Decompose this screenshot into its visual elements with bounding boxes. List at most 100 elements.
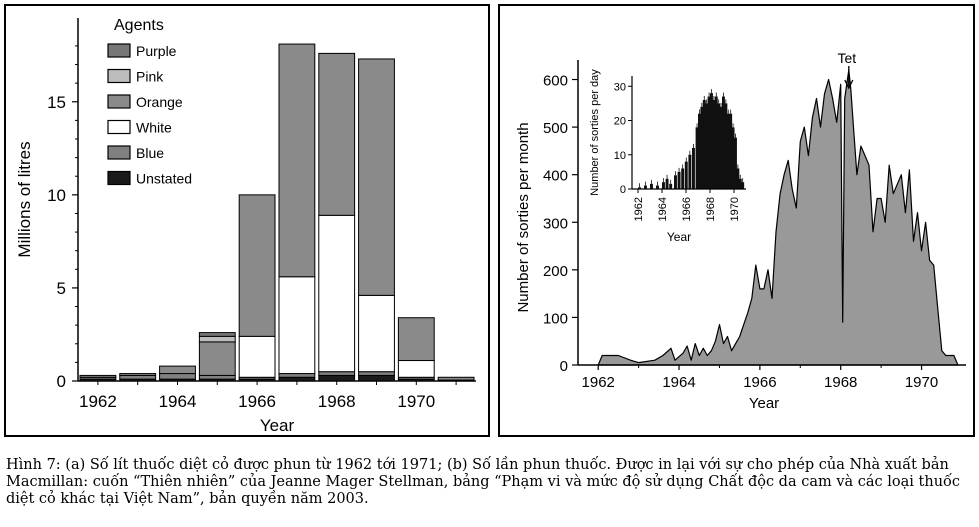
inset-x-tick-label: 1966 xyxy=(681,197,693,221)
bar-stack-1971 xyxy=(437,376,475,382)
inset-bar xyxy=(724,103,728,189)
inset-bar xyxy=(741,182,745,189)
bar-segment-blue xyxy=(159,373,196,380)
bar-segment-white xyxy=(358,294,395,373)
inset-bar xyxy=(674,175,677,189)
inset-bar xyxy=(644,185,647,189)
panel-b-sorties: 0 100 200 300 400 500 600 1962 1964 1966 1968 1970 Y… xyxy=(498,4,975,437)
inset-bar xyxy=(714,96,718,189)
y-tick-label: 200 xyxy=(543,263,568,280)
bar-segment-purple xyxy=(198,332,236,337)
inset-x-tick-label: 1964 xyxy=(657,197,669,221)
x-tick-label: 1966 xyxy=(743,374,776,391)
bar-stack-1962 xyxy=(79,374,117,382)
x-tick-label: 1970 xyxy=(905,374,938,391)
y-tick-label: 5 xyxy=(57,279,66,298)
bar-segment-unstated xyxy=(278,376,316,382)
x-tick-label: 1964 xyxy=(662,374,695,391)
inset-bar xyxy=(650,183,653,189)
bar-stack-1970 xyxy=(397,317,435,382)
stacked-bar-chart: 0 5 10 15 1962 1964 1966 1968 1970 Year Millions o… xyxy=(15,17,476,435)
tet-arrow-head xyxy=(844,79,854,90)
bar-stack-1966 xyxy=(238,194,276,382)
legend-label-blue: Blue xyxy=(136,145,164,161)
inset-bar xyxy=(722,96,725,189)
bar-segment-blue xyxy=(358,371,395,376)
inset-bar xyxy=(698,113,701,189)
sorties-area xyxy=(597,69,959,366)
inset-bar xyxy=(669,183,673,189)
bar-segment-orange xyxy=(397,317,435,362)
y-tick-label: 300 xyxy=(543,215,568,232)
inset-x-tick-label: 1968 xyxy=(705,197,717,221)
bar-segment-orange xyxy=(198,341,236,376)
x-tick-label: 1968 xyxy=(318,392,356,411)
x-tick-label: 1970 xyxy=(397,392,435,411)
bar-stack-1969 xyxy=(358,58,395,382)
inset-bar xyxy=(638,187,641,189)
bar-segment-orange xyxy=(358,58,395,296)
x-axis-label: Year xyxy=(749,395,779,412)
y-tick-label: 0 xyxy=(57,372,66,391)
inset-bar xyxy=(734,137,737,189)
bar-segment-orange xyxy=(238,194,276,337)
inset-bar xyxy=(662,182,665,189)
bar-segment-white xyxy=(318,214,356,373)
bar-segment-pink xyxy=(198,335,236,343)
inset-x-tick-label: 1970 xyxy=(729,197,741,221)
inset-bar xyxy=(692,147,695,189)
x-tick-label: 1962 xyxy=(582,374,615,391)
x-tick-label: 1962 xyxy=(79,392,117,411)
y-tick-label: 10 xyxy=(47,186,66,205)
inset-bar xyxy=(710,93,713,189)
inset-x-tick-label: 1962 xyxy=(633,197,645,221)
legend-swatch-purple xyxy=(107,43,131,58)
bar-segment-orange xyxy=(119,373,157,376)
inset-y-tick-label: 20 xyxy=(614,116,626,128)
inset-bar xyxy=(684,161,688,189)
inset-bar xyxy=(700,106,704,189)
y-axis-label: Millions of litres xyxy=(15,141,34,257)
legend-label-unstated: Unstated xyxy=(136,171,192,187)
inset-bar xyxy=(707,96,711,189)
bar-segment-orange xyxy=(437,376,475,381)
inset-bar xyxy=(656,185,659,189)
bar-segment-blue xyxy=(278,373,316,378)
x-tick-label: 1964 xyxy=(159,392,197,411)
y-tick-label: 15 xyxy=(47,93,66,112)
inset-bar xyxy=(726,113,730,189)
y-tick-label: 400 xyxy=(543,168,568,185)
inset-bar xyxy=(738,178,742,189)
inset-bar xyxy=(688,154,692,189)
tet-annotation-label: Tet xyxy=(837,50,856,66)
inset-bar xyxy=(702,99,706,189)
inset-y-axis-label: Number of sorties per day xyxy=(589,69,601,196)
x-tick-label: 1968 xyxy=(824,374,857,391)
bar-segment-blue xyxy=(119,374,157,380)
inset-bar xyxy=(705,103,709,189)
bar-segment-blue xyxy=(198,374,236,380)
bar-stack-1964 xyxy=(159,365,196,382)
bar-segment-blue xyxy=(318,371,356,376)
inset-bar xyxy=(665,178,669,189)
legend-swatch-pink xyxy=(107,68,131,84)
y-tick-label: 0 xyxy=(560,358,568,375)
y-tick-label: 500 xyxy=(543,120,568,137)
legend-swatch-blue xyxy=(107,145,131,160)
bar-segment-orange xyxy=(79,374,117,378)
inset-bar xyxy=(719,106,723,189)
bar-stack-1968 xyxy=(318,52,356,382)
legend-swatch-unstated xyxy=(107,170,131,186)
y-tick-label: 600 xyxy=(543,73,568,90)
inset-bar xyxy=(695,127,699,189)
bar-stack-1965 xyxy=(198,332,236,382)
legend-swatch-white xyxy=(107,119,131,135)
inset-y-tick-label: 30 xyxy=(614,81,626,93)
legend-label-pink: Pink xyxy=(136,69,164,85)
bar-segment-white xyxy=(238,335,276,378)
bar-segment-unstated xyxy=(318,374,356,382)
legend-title: Agents xyxy=(114,17,164,34)
inset-bar xyxy=(717,103,721,189)
inset-y-tick-label: 10 xyxy=(614,150,626,162)
inset-y-tick-label: 0 xyxy=(620,184,626,196)
